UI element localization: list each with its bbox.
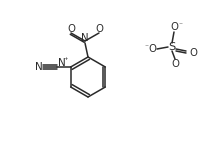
Text: O: O <box>67 24 75 34</box>
Text: ⁻: ⁻ <box>144 43 148 52</box>
Text: ⁺: ⁺ <box>63 55 68 64</box>
Text: O: O <box>148 44 156 54</box>
Text: ⁻: ⁻ <box>178 21 182 29</box>
Text: O: O <box>170 22 178 32</box>
Text: N: N <box>58 57 65 67</box>
Text: O: O <box>171 59 179 69</box>
Text: O: O <box>95 24 103 34</box>
Text: O: O <box>189 48 197 58</box>
Text: N: N <box>81 33 89 43</box>
Text: N: N <box>35 62 43 72</box>
Text: S: S <box>168 42 176 52</box>
